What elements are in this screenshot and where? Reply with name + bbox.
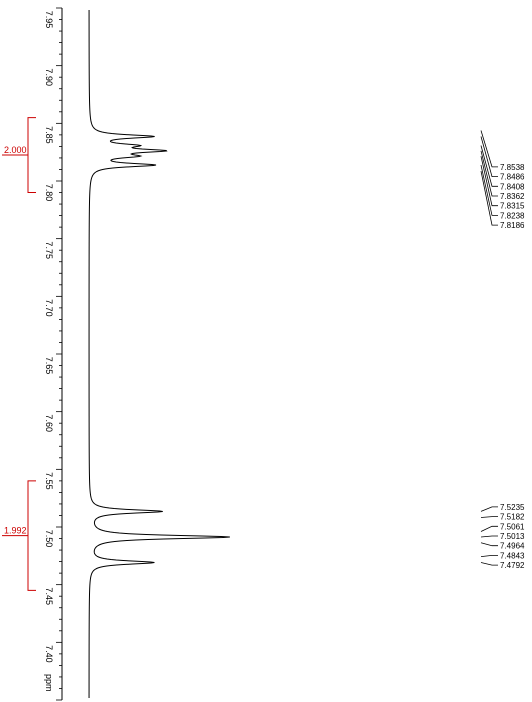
peak-leader-line bbox=[480, 150, 498, 197]
peak-label: 7.4843 bbox=[500, 551, 525, 560]
peak-leader-line bbox=[480, 516, 498, 518]
tick-label: 7.60 bbox=[44, 414, 54, 432]
peak-leader-line bbox=[480, 562, 498, 566]
peak-label: 7.8486 bbox=[500, 173, 525, 182]
peak-label: 7.5235 bbox=[500, 503, 525, 512]
peak-leader-line bbox=[480, 130, 498, 168]
peak-label: 7.4964 bbox=[500, 542, 525, 551]
peak-labels: 7.85387.84867.84087.83627.83157.82387.81… bbox=[480, 130, 525, 570]
peak-leader-line bbox=[480, 555, 498, 557]
peak-leader-line bbox=[480, 506, 498, 512]
peak-leader-line bbox=[480, 145, 498, 187]
tick-label: 7.45 bbox=[44, 587, 54, 605]
peak-label: 7.5061 bbox=[500, 522, 525, 531]
peak-label: 7.8186 bbox=[500, 221, 525, 230]
peak-label: 7.5013 bbox=[500, 532, 525, 541]
peak-leader-line bbox=[480, 542, 498, 547]
integral-bracket bbox=[27, 480, 36, 591]
peak-label: 7.8315 bbox=[500, 202, 525, 211]
peak-leader-line bbox=[480, 171, 498, 226]
tick-label: 7.40 bbox=[44, 645, 54, 663]
ppm-axis: 7.95 7.90 7.85 7.80 7.75 7.70 7.65 7.60 7.55 7.50… bbox=[44, 7, 63, 701]
integral-label: 2.000 bbox=[4, 145, 27, 155]
integral-bracket bbox=[27, 117, 36, 194]
tick-label: 7.65 bbox=[44, 357, 54, 375]
peak-leader-line bbox=[480, 136, 498, 177]
peak-label: 7.8408 bbox=[500, 182, 525, 191]
spectrum-trace bbox=[88, 10, 230, 698]
tick-label: 7.85 bbox=[44, 126, 54, 144]
tick-label: 7.80 bbox=[44, 184, 54, 202]
peak-leader-line bbox=[480, 156, 498, 207]
axis-unit-label: ppm bbox=[44, 674, 54, 692]
tick-label: 7.95 bbox=[44, 11, 54, 29]
integral-label: 1.992 bbox=[4, 526, 27, 536]
tick-label: 7.55 bbox=[44, 472, 54, 490]
tick-label: 7.75 bbox=[44, 241, 54, 259]
peak-label: 7.8538 bbox=[500, 163, 525, 172]
integral-regions: 2.000 1.992 bbox=[2, 117, 36, 591]
peak-label: 7.8362 bbox=[500, 192, 525, 201]
peak-label: 7.8238 bbox=[500, 211, 525, 220]
peak-leader-line bbox=[480, 165, 498, 216]
tick-label: 7.50 bbox=[44, 530, 54, 548]
peak-leader-line bbox=[480, 535, 498, 538]
peak-leader-line bbox=[480, 525, 498, 532]
peak-label: 7.5182 bbox=[500, 513, 525, 522]
peak-label: 7.4792 bbox=[500, 561, 525, 570]
tick-label: 7.90 bbox=[44, 68, 54, 86]
tick-label: 7.70 bbox=[44, 299, 54, 317]
